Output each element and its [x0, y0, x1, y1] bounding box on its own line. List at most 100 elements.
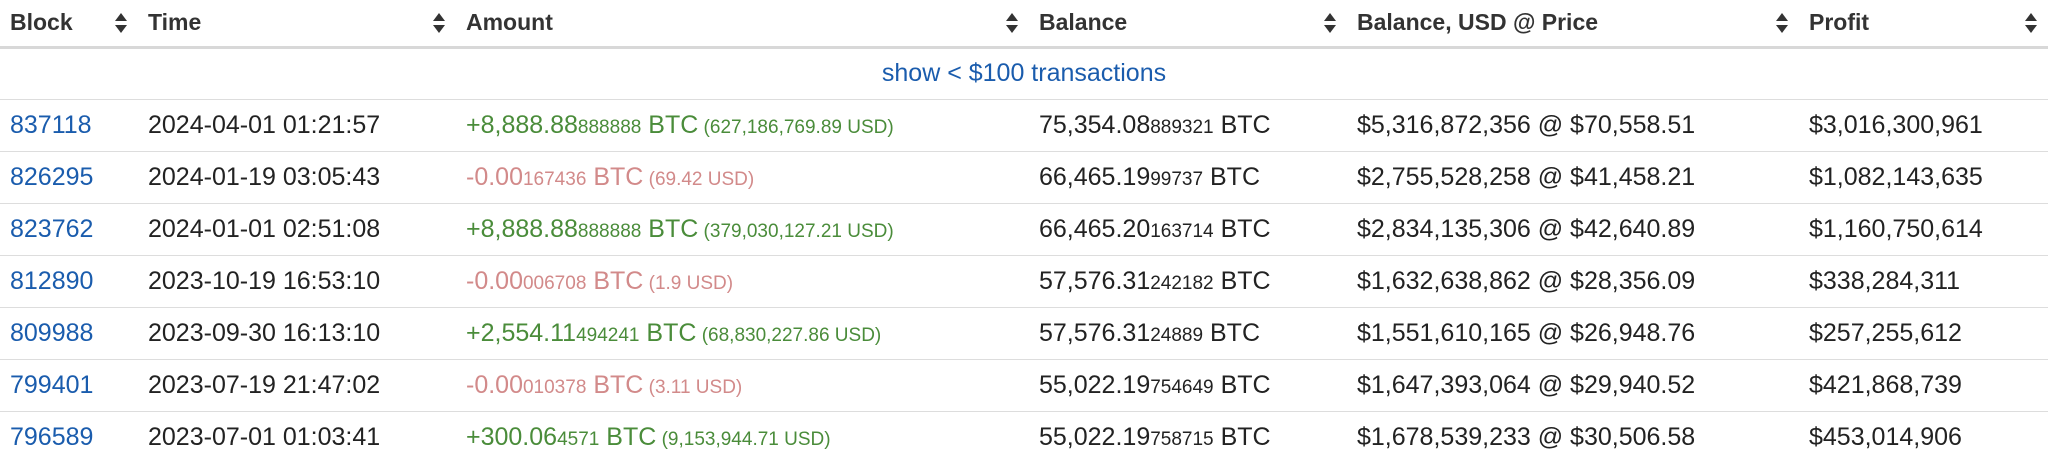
balance-unit: BTC [1213, 422, 1271, 451]
amount-btc: +8,888.88888888 BTC [466, 111, 698, 139]
amount-small-digits: 4571 [557, 428, 600, 450]
column-header-time[interactable]: Time [138, 0, 456, 49]
amount-cell: +2,554.11494241 BTC (68,830,227.86 USD) [456, 307, 1029, 360]
sort-updown-icon[interactable] [1775, 12, 1789, 34]
amount-main: +8,888.88 [466, 110, 578, 139]
block-link[interactable]: 823762 [10, 214, 94, 243]
balance-cell: 57,576.3124889 BTC [1029, 307, 1347, 360]
show-small-transactions-cell: show < $100 transactions [0, 47, 2048, 100]
amount-small-digits: 010378 [522, 376, 587, 398]
amount-usd: (379,030,127.21 USD) [698, 220, 894, 242]
amount-unit: BTC [586, 370, 644, 399]
amount-small-digits: 888888 [577, 220, 642, 242]
amount-cell: +8,888.88888888 BTC (379,030,127.21 USD) [456, 203, 1029, 256]
balance-usd-cell: $1,647,393,064 @ $29,940.52 [1347, 359, 1799, 412]
amount-main: +2,554.11 [466, 318, 577, 347]
time-cell: 2024-01-01 02:51:08 [138, 203, 456, 256]
amount-cell: +8,888.88888888 BTC (627,186,769.89 USD) [456, 99, 1029, 152]
balance-usd-cell: $5,316,872,356 @ $70,558.51 [1347, 99, 1799, 152]
time-cell: 2023-07-01 01:03:41 [138, 411, 456, 463]
column-header-label: Time [148, 9, 202, 36]
column-header-amount[interactable]: Amount [456, 0, 1029, 49]
column-header-block[interactable]: Block [0, 0, 138, 49]
amount-main: -0.00 [466, 266, 523, 295]
amount-small-digits: 167436 [522, 168, 587, 190]
sort-updown-icon[interactable] [2024, 12, 2038, 34]
block-cell: 812890 [0, 255, 138, 308]
sort-updown-icon[interactable] [1005, 12, 1019, 34]
balance-main: 57,576.31 [1039, 318, 1151, 347]
amount-btc: -0.00167436 BTC [466, 163, 643, 191]
amount-usd: (1.9 USD) [643, 272, 734, 294]
amount-cell: -0.00010378 BTC (3.11 USD) [456, 359, 1029, 412]
column-header-balance[interactable]: Balance [1029, 0, 1347, 49]
profit-cell: $3,016,300,961 [1799, 99, 2048, 152]
profit-cell: $1,160,750,614 [1799, 203, 2048, 256]
amount-cell: -0.00006708 BTC (1.9 USD) [456, 255, 1029, 308]
balance-main: 75,354.08 [1039, 110, 1151, 139]
balance-cell: 66,465.1999737 BTC [1029, 151, 1347, 204]
profit-cell: $453,014,906 [1799, 411, 2048, 463]
balance-usd-cell: $2,755,528,258 @ $41,458.21 [1347, 151, 1799, 204]
sort-updown-icon[interactable] [114, 12, 128, 34]
balance-main: 66,465.20 [1039, 214, 1151, 243]
balance-cell: 55,022.19754649 BTC [1029, 359, 1347, 412]
block-link[interactable]: 812890 [10, 266, 94, 295]
amount-usd: (627,186,769.89 USD) [698, 116, 894, 138]
amount-small-digits: 006708 [522, 272, 587, 294]
show-small-transactions-link[interactable]: show < $100 transactions [881, 59, 1167, 87]
amount-unit: BTC [641, 110, 699, 139]
balance-usd-cell: $1,632,638,862 @ $28,356.09 [1347, 255, 1799, 308]
column-header-balance-usd[interactable]: Balance, USD @ Price [1347, 0, 1799, 49]
balance-small-digits: 99737 [1150, 168, 1204, 190]
column-header-profit[interactable]: Profit [1799, 0, 2048, 49]
block-link[interactable]: 796589 [10, 422, 94, 451]
balance-cell: 57,576.31242182 BTC [1029, 255, 1347, 308]
balance-small-digits: 163714 [1150, 220, 1214, 242]
amount-usd: (9,153,944.71 USD) [656, 428, 831, 450]
balance-unit: BTC [1203, 318, 1261, 347]
profit-cell: $257,255,612 [1799, 307, 2048, 360]
balance-cell: 55,022.19758715 BTC [1029, 411, 1347, 463]
balance-main: 55,022.19 [1039, 422, 1151, 451]
sort-updown-icon[interactable] [1323, 12, 1337, 34]
table-row: 796589 2023-07-01 01:03:41 +300.064571 B… [0, 411, 2048, 463]
table-row: 837118 2024-04-01 01:21:57 +8,888.888888… [0, 99, 2048, 152]
balance-usd-cell: $2,834,135,306 @ $42,640.89 [1347, 203, 1799, 256]
balance-small-digits: 24889 [1150, 324, 1204, 346]
amount-btc: +2,554.11494241 BTC [466, 319, 696, 347]
balance-main: 55,022.19 [1039, 370, 1151, 399]
table-header-row: Block Time Amount Balance Balance, USD @… [0, 0, 2048, 49]
block-link[interactable]: 826295 [10, 162, 94, 191]
balance-unit: BTC [1213, 266, 1271, 295]
amount-btc: +300.064571 BTC [466, 423, 656, 451]
column-header-label: Block [10, 9, 73, 36]
block-cell: 823762 [0, 203, 138, 256]
block-cell: 796589 [0, 411, 138, 463]
show-small-transactions-row: show < $100 transactions [0, 47, 2048, 100]
amount-usd: (3.11 USD) [643, 376, 743, 398]
balance-cell: 66,465.20163714 BTC [1029, 203, 1347, 256]
block-link[interactable]: 837118 [10, 110, 92, 139]
amount-unit: BTC [586, 162, 644, 191]
block-cell: 799401 [0, 359, 138, 412]
balance-cell: 75,354.08889321 BTC [1029, 99, 1347, 152]
block-link[interactable]: 809988 [10, 318, 94, 347]
balance-small-digits: 889321 [1150, 116, 1214, 138]
amount-btc: -0.00006708 BTC [466, 267, 643, 295]
column-header-label: Amount [466, 9, 553, 36]
column-header-label: Balance [1039, 9, 1128, 36]
table-row: 812890 2023-10-19 16:53:10 -0.00006708 B… [0, 255, 2048, 308]
block-cell: 826295 [0, 151, 138, 204]
amount-unit: BTC [599, 422, 657, 451]
block-cell: 809988 [0, 307, 138, 360]
time-cell: 2023-09-30 16:13:10 [138, 307, 456, 360]
sort-updown-icon[interactable] [432, 12, 446, 34]
time-cell: 2023-07-19 21:47:02 [138, 359, 456, 412]
balance-main: 57,576.31 [1039, 266, 1151, 295]
balance-usd-cell: $1,551,610,165 @ $26,948.76 [1347, 307, 1799, 360]
block-link[interactable]: 799401 [10, 370, 94, 399]
amount-main: -0.00 [466, 162, 523, 191]
profit-cell: $1,082,143,635 [1799, 151, 2048, 204]
balance-unit: BTC [1213, 214, 1271, 243]
